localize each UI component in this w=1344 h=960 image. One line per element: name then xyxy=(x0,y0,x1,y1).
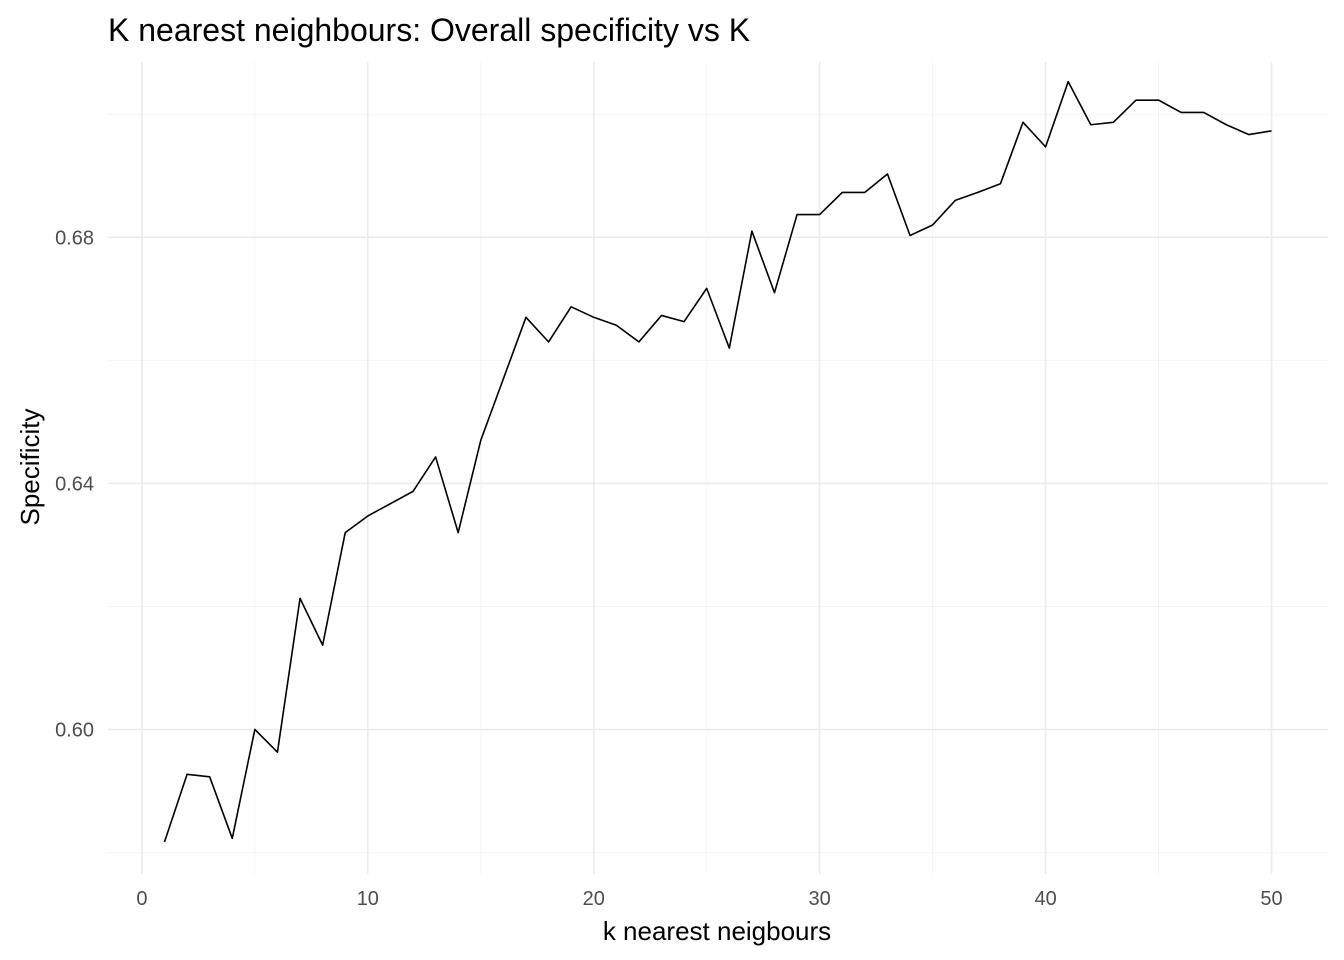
y-tick-label: 0.64 xyxy=(55,473,94,495)
x-axis-title: k nearest neigbours xyxy=(603,916,831,946)
chart-title: K nearest neighbours: Overall specificit… xyxy=(108,12,750,48)
x-tick-label: 40 xyxy=(1034,888,1056,910)
x-axis-tick-labels: 0 10 20 30 40 50 xyxy=(136,888,1282,910)
x-tick-label: 10 xyxy=(357,888,379,910)
x-tick-label: 50 xyxy=(1260,888,1282,910)
y-tick-label: 0.60 xyxy=(55,719,94,741)
x-tick-label: 20 xyxy=(583,888,605,910)
x-tick-label: 30 xyxy=(809,888,831,910)
x-tick-label: 0 xyxy=(136,888,147,910)
y-axis-title: Specificity xyxy=(15,408,45,525)
y-axis-tick-labels: 0.60 0.64 0.68 xyxy=(55,227,94,741)
y-tick-label: 0.68 xyxy=(55,227,94,249)
grid-lines xyxy=(108,62,1328,874)
series-line xyxy=(163,80,1272,843)
